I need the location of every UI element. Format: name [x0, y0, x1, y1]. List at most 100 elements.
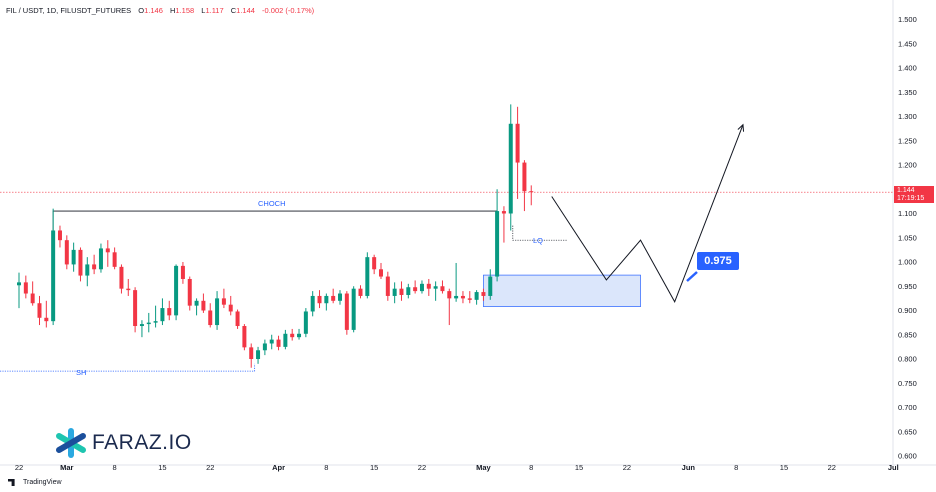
time-tick-label: Jun — [682, 463, 696, 472]
tradingview-brand: TradingView — [23, 479, 62, 486]
candle-body — [522, 162, 527, 192]
time-tick-label: 22 — [15, 463, 23, 472]
candle-body — [262, 343, 267, 351]
candle-body — [365, 257, 370, 296]
time-tick-label: 15 — [780, 463, 788, 472]
candle-body — [440, 286, 445, 292]
price-tick-label: 1.200 — [898, 161, 917, 170]
candle-body — [167, 308, 172, 316]
candle-body — [419, 283, 424, 292]
candle-body — [481, 292, 486, 296]
time-tick-label: 22 — [623, 463, 631, 472]
sh-line — [0, 363, 256, 372]
candle-body — [249, 347, 254, 359]
candle-body — [426, 283, 431, 289]
price-tick-label: 0.750 — [898, 379, 917, 388]
candle-body — [467, 298, 472, 300]
candle-body — [174, 265, 179, 316]
candle-body — [153, 321, 158, 323]
bar-countdown: 17:19:15 — [897, 195, 925, 202]
candle-body — [98, 248, 103, 270]
symbol-header: FIL / USDT, 1D, FILUSDT_FUTURES O1.146 H… — [6, 6, 314, 15]
candle-body — [344, 293, 349, 330]
price-axis[interactable]: 1.5001.4501.4001.3501.3001.2501.2001.150… — [898, 15, 917, 461]
sh-label: SH — [76, 368, 87, 377]
time-axis[interactable]: 22 Mar 8 15 22 Apr 8 15 22 May 8 15 22 Jun 8 15 22 Jul — [15, 463, 899, 472]
time-tick-label: 22 — [418, 463, 426, 472]
lq-label: LQ — [533, 236, 544, 245]
candle-body — [303, 311, 308, 334]
candle-body — [180, 265, 185, 279]
candle-body — [133, 290, 138, 327]
candle-body — [378, 269, 383, 277]
price-tick-label: 0.650 — [898, 427, 917, 436]
time-tick-label: 8 — [324, 463, 328, 472]
candles — [17, 104, 534, 368]
price-tick-label: 0.600 — [898, 452, 917, 461]
candle-body — [433, 286, 438, 289]
candle-body — [385, 276, 390, 296]
close-value: 1.144 — [236, 6, 255, 15]
candle-body — [508, 123, 513, 214]
tradingview-icon — [8, 479, 15, 486]
candle-body — [105, 248, 110, 253]
time-tick-label: 22 — [828, 463, 836, 472]
faraz-logo: FARAZ.IO — [54, 428, 192, 458]
candle-body — [529, 191, 534, 193]
tradingview-footer[interactable]: TradingView — [8, 479, 62, 486]
time-tick-label: Mar — [60, 463, 73, 472]
candle-body — [119, 266, 124, 289]
high-value: 1.158 — [175, 6, 195, 15]
candle-body — [146, 322, 151, 325]
high-label: H — [169, 6, 176, 15]
projection-arrowhead — [737, 123, 745, 132]
candle-body — [187, 278, 192, 306]
price-tick-label: 1.050 — [898, 233, 917, 242]
candle-body — [126, 288, 131, 291]
target-price-label: 0.975 — [697, 252, 739, 270]
price-tick-label: 1.400 — [898, 64, 917, 73]
projection-path — [551, 123, 745, 303]
candle-body — [515, 123, 520, 163]
price-tick-label: 1.500 — [898, 15, 917, 24]
choch-line — [52, 210, 498, 231]
candle-body — [201, 300, 206, 311]
symbol-title: FIL / USDT, 1D, FILUSDT_FUTURES — [6, 6, 132, 15]
price-tick-label: 0.800 — [898, 355, 917, 364]
projection-line — [551, 124, 744, 303]
candle-body — [331, 295, 336, 301]
demand-zone — [483, 274, 641, 307]
candle-body — [495, 211, 500, 277]
price-tick-label: 1.000 — [898, 258, 917, 267]
open-value: 1.146 — [144, 6, 163, 15]
candle-body — [160, 308, 165, 322]
asterisk-logo-icon — [56, 428, 86, 458]
candle-body — [112, 252, 117, 267]
candle-body — [30, 293, 35, 304]
candle-body — [242, 326, 247, 348]
current-price-tag: 1.144 17:19:15 — [894, 186, 934, 203]
candle-body — [17, 282, 21, 286]
price-tick-label: 0.950 — [898, 282, 917, 291]
price-tick-label: 1.350 — [898, 88, 917, 97]
candle-body — [228, 304, 233, 312]
time-tick-label: Apr — [272, 463, 285, 472]
candle-body — [283, 333, 288, 347]
close-label: C — [230, 6, 237, 15]
demand-zone-rect — [483, 274, 641, 307]
lq-line — [512, 225, 567, 241]
candle-body — [276, 339, 281, 347]
price-tick-label: 1.300 — [898, 112, 917, 121]
candle-body — [71, 249, 76, 265]
price-tick-label: 0.850 — [898, 330, 917, 339]
candle-body — [406, 287, 411, 295]
time-tick-label: Jul — [888, 463, 899, 472]
candle-body — [215, 298, 220, 326]
time-tick-label: 15 — [575, 463, 583, 472]
time-tick-label: 8 — [734, 463, 738, 472]
candle-body — [338, 293, 343, 301]
candle-body — [351, 288, 356, 330]
candle-body — [44, 317, 49, 322]
candle-body — [235, 311, 240, 327]
